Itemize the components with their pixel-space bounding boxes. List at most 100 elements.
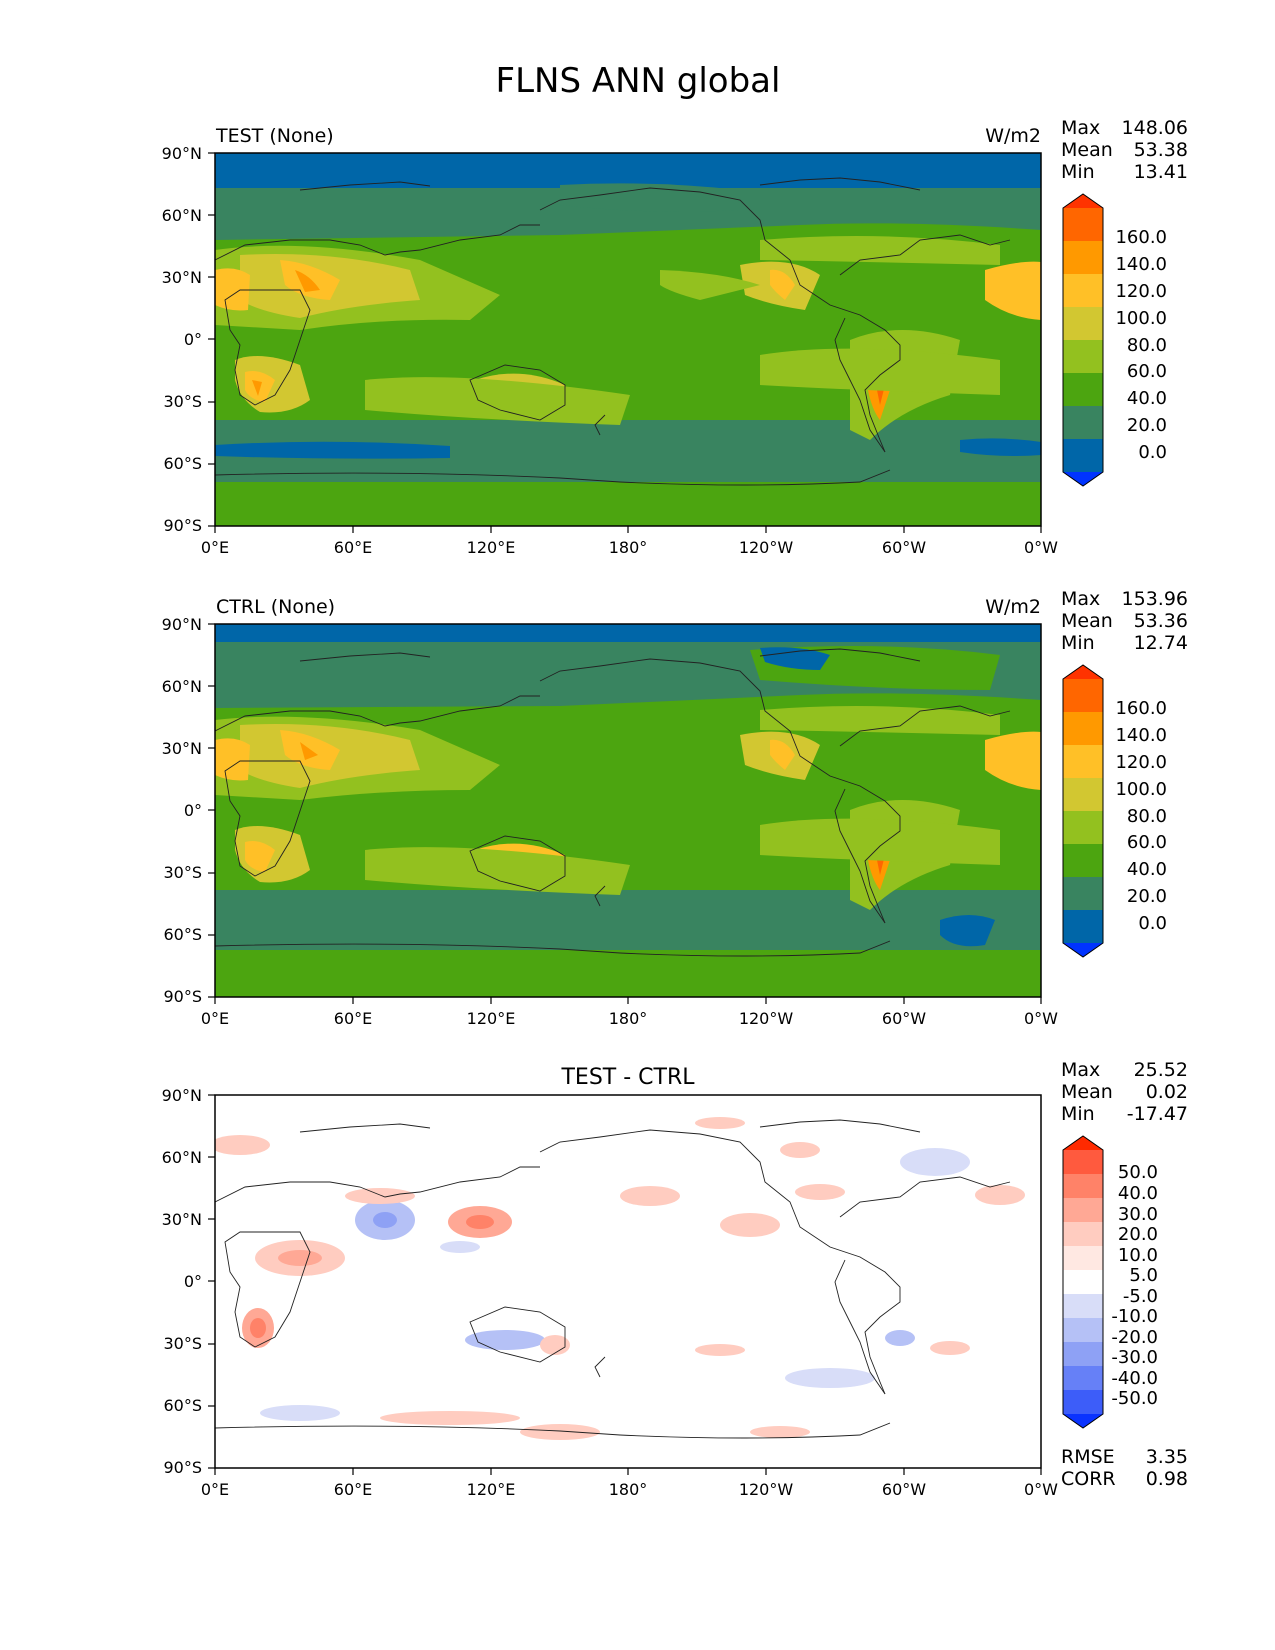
lat-tick-label: 90°N [162,144,202,163]
tick-marks [208,623,1042,1004]
lon-tick-label: 0°W [1024,1480,1058,1499]
stat-label: Min [1061,161,1095,183]
colorbar-labels: 160.0 140.0 120.0 100.0 80.0 60.0 40.0 2… [1115,698,1167,934]
lat-tick-label: 30°S [163,1334,202,1353]
colorbar-segments [1062,1135,1104,1429]
colorbar-label: 100.0 [1115,308,1167,329]
metric-value: 3.35 [1146,1446,1188,1468]
stat-value: 53.36 [1134,610,1188,632]
colorbar-segment [1063,1246,1103,1271]
coastlines [215,648,1011,957]
colorbar-segment [1063,1174,1103,1199]
coastlines [215,177,1011,486]
colorbar-segment [1063,274,1103,308]
lon-tick-label: 180° [609,1009,648,1028]
colorbar-label: 20.0 [1118,1224,1158,1245]
stats-block: Max 25.52 Mean 0.02 Min -17.47 [1061,1059,1188,1125]
metric-label: RMSE [1061,1446,1115,1468]
panel-units: W/m2 [985,125,1041,147]
lon-tick-label: 0°E [201,1480,229,1499]
lon-tick-labels: 0°E 60°E 120°E 180° 120°W 60°W 0°W [201,1009,1058,1028]
stat-value: 53.38 [1134,139,1188,161]
coastlines [215,1119,1011,1439]
lon-tick-labels: 0°E 60°E 120°E 180° 120°W 60°W 0°W [201,1480,1058,1499]
colorbar-segment [1063,1270,1103,1295]
colorbar-label: 50.0 [1118,1162,1158,1183]
colorbar-label: -30.0 [1111,1347,1158,1368]
lon-tick-label: 0°E [201,538,229,557]
lat-tick-label: 90°S [163,516,202,535]
colorbar: 50.0 40.0 30.0 20.0 10.0 5.0 -5.0 -10.0 … [1062,1135,1158,1429]
colorbar-label: 160.0 [1115,698,1167,719]
lat-tick-label: 90°S [163,987,202,1006]
stat-label: Min [1061,632,1095,654]
lat-tick-label: 60°N [162,677,202,696]
colorbar-label: 140.0 [1115,254,1167,275]
lat-tick-label: 60°S [163,1396,202,1415]
colorbar-outline [1062,1135,1104,1429]
colorbar-extend-min [1063,1414,1103,1428]
colorbar-labels: 50.0 40.0 30.0 20.0 10.0 5.0 -5.0 -10.0 … [1111,1162,1158,1409]
lon-tick-label: 120°W [739,1480,794,1499]
stat-label: Mean [1061,1081,1113,1103]
colorbar-label: -20.0 [1111,1327,1158,1348]
colorbar-label: 80.0 [1127,335,1167,356]
colorbar-segment [1063,1198,1103,1223]
stat-value: 0.02 [1146,1081,1188,1103]
colorbar-segment [1063,406,1103,440]
colorbar-label: 30.0 [1118,1204,1158,1225]
colorbar-segment [1063,1366,1103,1391]
stats-block: Max 153.96 Mean 53.36 Min 12.74 [1061,588,1188,654]
map-plot [215,1095,1041,1468]
colorbar-segment [1063,745,1103,779]
map-plot [215,153,1041,526]
lon-tick-label: 60°W [882,1009,926,1028]
colorbar-label: -50.0 [1111,1388,1158,1409]
stat-value: 25.52 [1134,1059,1188,1081]
lat-tick-label: 30°S [163,392,202,411]
tick-marks [208,152,1042,533]
colorbar-label: 40.0 [1127,388,1167,409]
colorbar-extend-max [1063,665,1103,679]
panel-ctrl: CTRL (None) W/m2 [162,588,1188,1028]
colorbar-segment [1063,307,1103,341]
colorbar-extend-max [1063,194,1103,208]
colorbar-label: 120.0 [1115,752,1167,773]
lat-tick-label: 90°S [163,1458,202,1477]
colorbar-label: 60.0 [1127,832,1167,853]
colorbar-label: 5.0 [1129,1265,1158,1286]
colorbar-segment [1063,1390,1103,1415]
lon-tick-label: 120°E [467,538,516,557]
colorbar-segment [1063,1222,1103,1247]
lat-tick-labels: 90°N 60°N 30°N 0° 30°S 60°S 90°S [162,144,202,535]
colorbar-label: 10.0 [1118,1245,1158,1266]
colorbar-label: 0.0 [1138,442,1167,463]
lat-tick-label: 0° [184,1272,202,1291]
lon-tick-label: 60°W [882,1480,926,1499]
lat-tick-label: 30°S [163,863,202,882]
panel-diff: TEST - CTRL [162,1059,1188,1499]
colorbar-extend-max [1063,1136,1103,1150]
colorbar-label: 160.0 [1115,227,1167,248]
lat-tick-label: 60°N [162,206,202,225]
colorbar-label: 20.0 [1127,415,1167,436]
lon-tick-label: 60°W [882,538,926,557]
colorbar-label: -40.0 [1111,1368,1158,1389]
lon-tick-labels: 0°E 60°E 120°E 180° 120°W 60°W 0°W [201,538,1058,557]
colorbar-segment [1063,712,1103,746]
colorbar-label: 60.0 [1127,361,1167,382]
colorbar-segment [1063,373,1103,407]
lon-tick-label: 0°W [1024,1009,1058,1028]
metrics-block: RMSE 3.35 CORR 0.98 [1061,1446,1188,1490]
colorbar-outline [1062,193,1104,487]
colorbar-segment [1063,1294,1103,1319]
lat-tick-label: 30°N [162,268,202,287]
colorbar: 160.0 140.0 120.0 100.0 80.0 60.0 40.0 2… [1062,193,1167,487]
panel-test: TEST (None) W/m2 [162,117,1188,557]
colorbar-segment [1063,1342,1103,1367]
stat-value: 153.96 [1122,588,1188,610]
colorbar-label: 80.0 [1127,806,1167,827]
lon-tick-label: 120°W [739,1009,794,1028]
stats-block: Max 148.06 Mean 53.38 Min 13.41 [1061,117,1188,183]
